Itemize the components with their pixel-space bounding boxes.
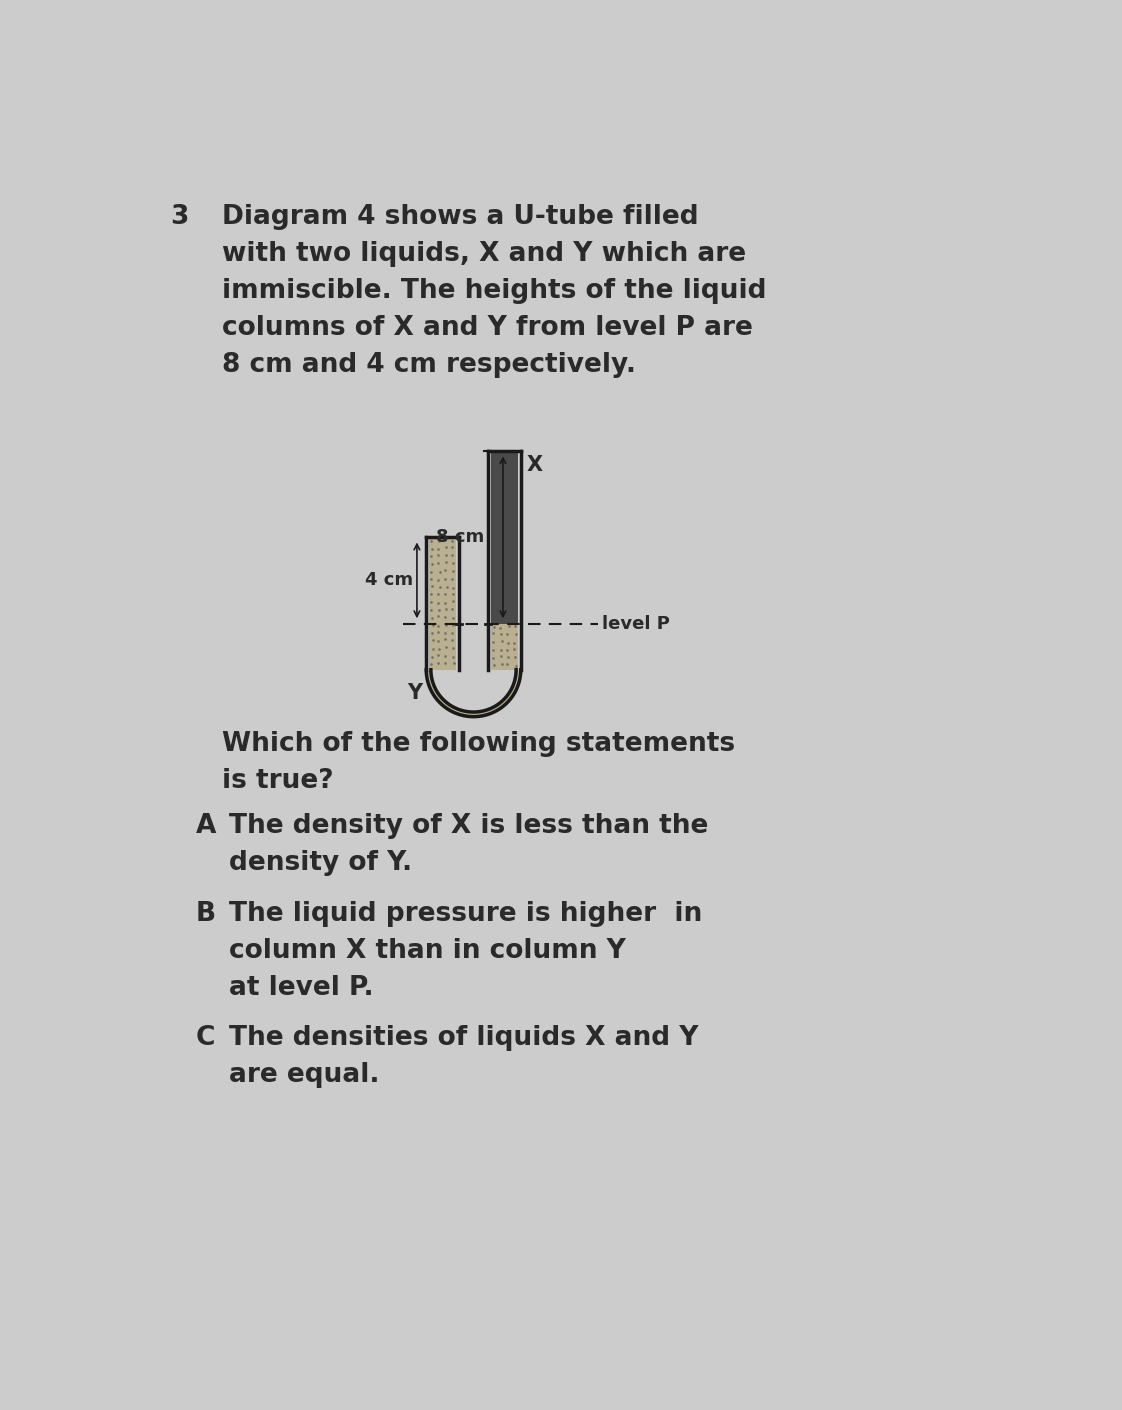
Text: Diagram 4 shows a U-tube filled: Diagram 4 shows a U-tube filled <box>222 204 698 230</box>
Text: The density of X is less than the: The density of X is less than the <box>229 814 709 839</box>
Text: column X than in column Y: column X than in column Y <box>229 938 626 963</box>
Text: The liquid pressure is higher  in: The liquid pressure is higher in <box>229 901 702 926</box>
Text: density of Y.: density of Y. <box>229 850 413 876</box>
Polygon shape <box>491 623 517 670</box>
Text: columns of X and Y from level P are: columns of X and Y from level P are <box>222 314 753 341</box>
Text: X: X <box>527 455 543 475</box>
Text: 4 cm: 4 cm <box>365 571 413 589</box>
Text: A: A <box>196 814 217 839</box>
Text: The densities of liquids X and Y: The densities of liquids X and Y <box>229 1025 699 1052</box>
Text: at level P.: at level P. <box>229 974 374 1001</box>
Text: level P: level P <box>603 615 670 633</box>
Text: B: B <box>196 901 217 926</box>
Text: 8 cm: 8 cm <box>436 529 485 546</box>
Text: 8 cm and 4 cm respectively.: 8 cm and 4 cm respectively. <box>222 351 636 378</box>
Polygon shape <box>491 451 517 623</box>
Text: immiscible. The heights of the liquid: immiscible. The heights of the liquid <box>222 278 766 303</box>
Text: Y: Y <box>407 684 422 704</box>
Text: is true?: is true? <box>222 768 333 794</box>
Polygon shape <box>430 537 456 670</box>
Polygon shape <box>426 670 521 716</box>
Text: C: C <box>196 1025 215 1052</box>
Text: 3: 3 <box>169 204 188 230</box>
Text: Which of the following statements: Which of the following statements <box>222 732 735 757</box>
Text: are equal.: are equal. <box>229 1062 380 1089</box>
Text: with two liquids, X and Y which are: with two liquids, X and Y which are <box>222 241 746 266</box>
